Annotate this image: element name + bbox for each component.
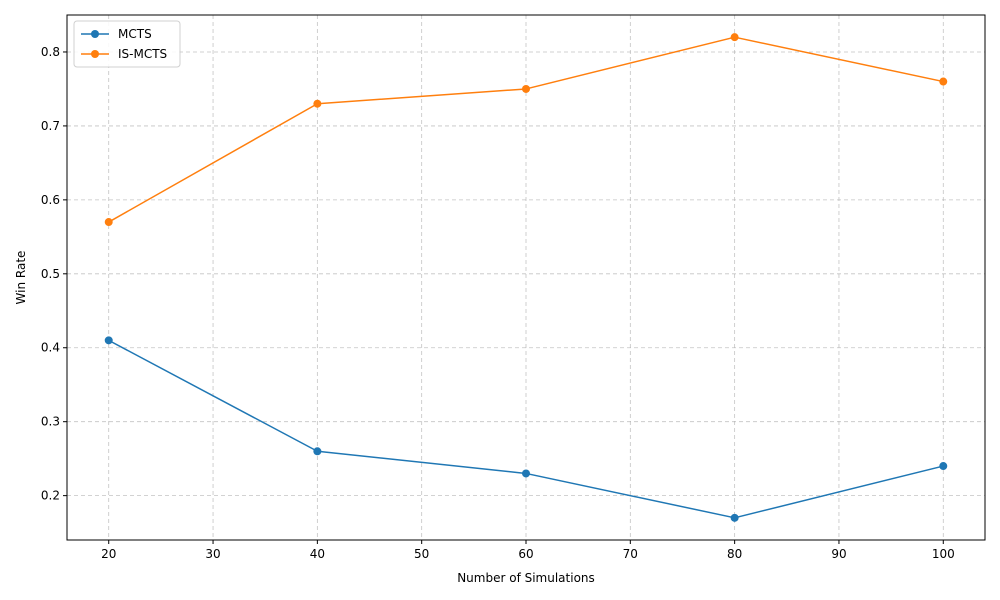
y-tick-label: 0.3 — [41, 415, 60, 429]
ticks: 20 30 40 50 60 70 80 90 100 0.2 0.3 0.4 0.5 0.6 0.7 0.8 — [41, 45, 955, 561]
legend-marker — [91, 30, 99, 38]
data-point — [522, 469, 530, 478]
x-axis-label: Number of Simulations — [457, 571, 595, 585]
y-axis-label: Win Rate — [14, 251, 28, 305]
y-tick-label: 0.4 — [41, 341, 60, 355]
x-tick-label: 30 — [205, 547, 220, 561]
legend-label: MCTS — [118, 27, 152, 41]
data-point — [939, 77, 948, 86]
data-point — [939, 462, 948, 471]
series-layer — [104, 33, 948, 522]
y-tick-label: 0.6 — [41, 193, 60, 207]
data-point — [104, 336, 113, 345]
x-tick-label: 90 — [831, 547, 846, 561]
data-point — [730, 513, 739, 522]
x-tick-label: 80 — [727, 547, 742, 561]
x-tick-label: 20 — [101, 547, 116, 561]
series-mcts — [104, 336, 948, 522]
legend-item: MCTS — [81, 27, 152, 41]
legend: MCTS IS-MCTS — [73, 20, 181, 68]
data-point — [104, 218, 113, 227]
x-tick-label: 70 — [623, 547, 638, 561]
x-tick-label: 40 — [310, 547, 325, 561]
legend-box — [73, 20, 181, 68]
x-tick-label: 60 — [518, 547, 533, 561]
y-tick-label: 0.7 — [41, 119, 60, 133]
data-point — [730, 33, 739, 42]
data-point — [522, 84, 530, 93]
y-tick-label: 0.5 — [41, 267, 60, 281]
data-point — [313, 99, 322, 108]
grid — [67, 15, 985, 540]
x-tick-label: 100 — [932, 547, 955, 561]
data-point — [313, 447, 322, 456]
x-tick-label: 50 — [414, 547, 429, 561]
series-is-mcts — [104, 33, 948, 227]
legend-item: IS-MCTS — [81, 47, 167, 61]
y-tick-label: 0.2 — [41, 489, 60, 503]
legend-label: IS-MCTS — [118, 47, 167, 61]
legend-marker — [91, 50, 99, 58]
y-tick-label: 0.8 — [41, 45, 60, 59]
